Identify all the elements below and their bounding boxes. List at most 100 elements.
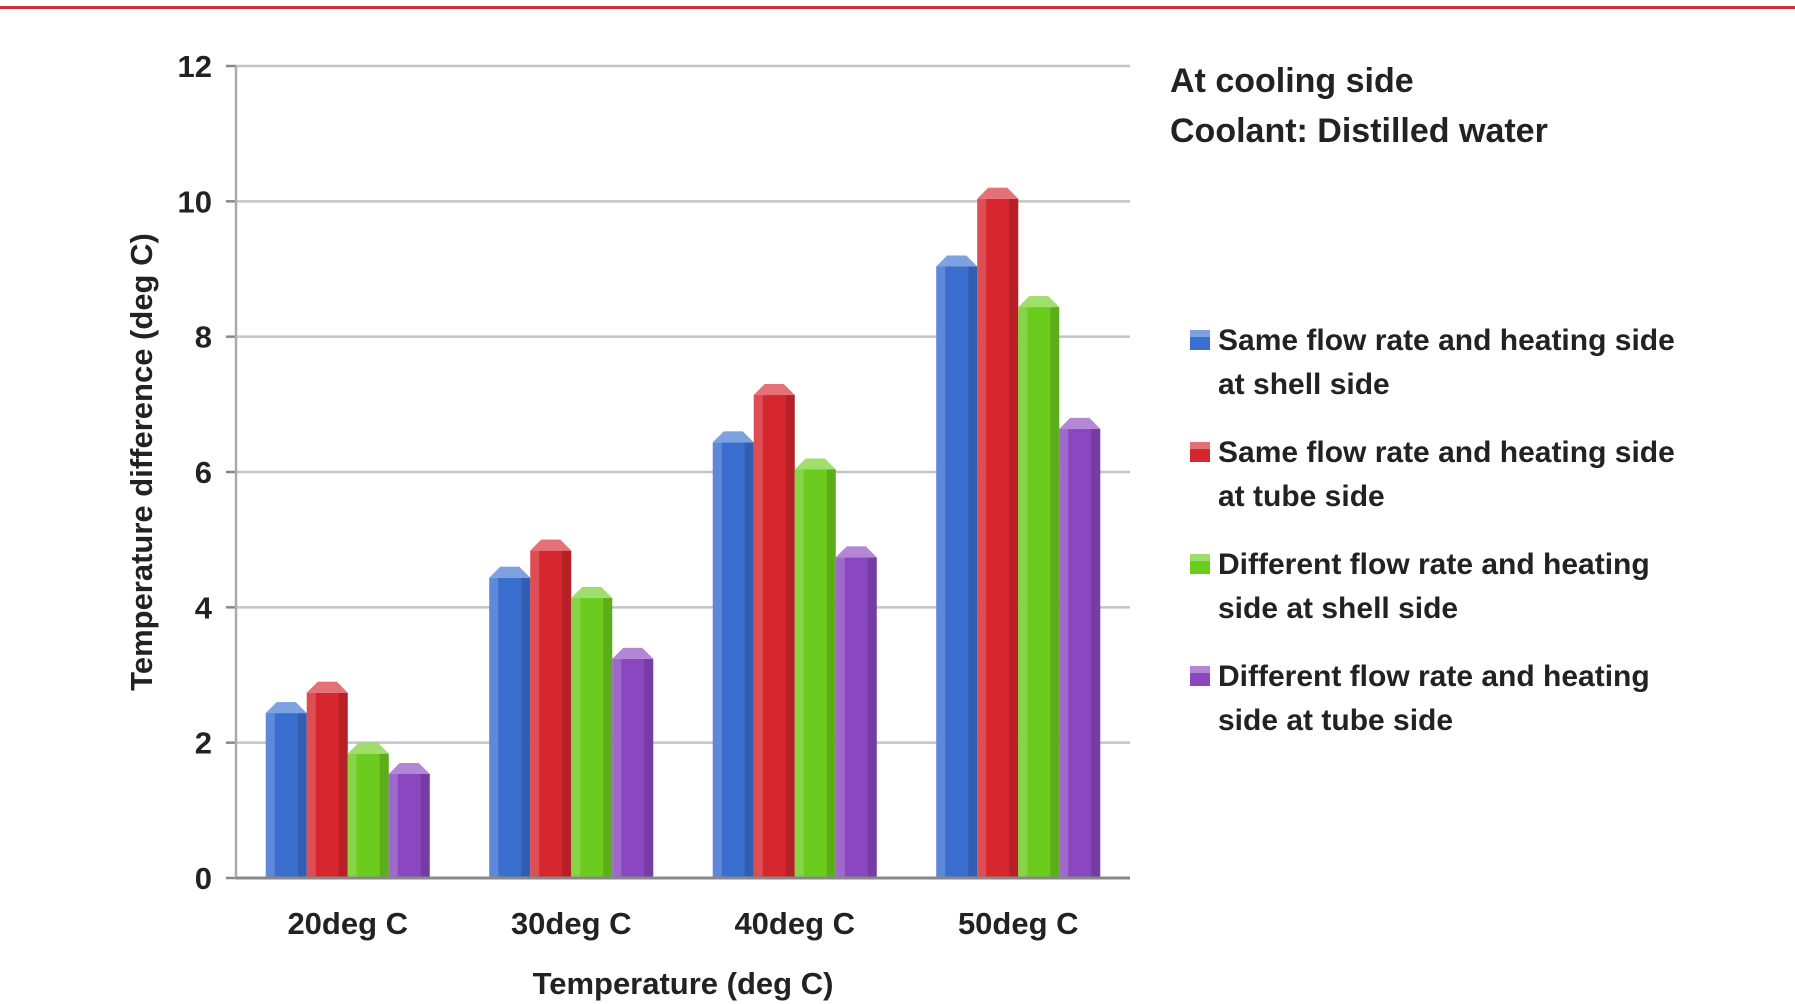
bar-1-3 xyxy=(612,647,654,878)
bar-cap-shine xyxy=(1018,296,1060,308)
bar-cap-shine xyxy=(489,566,531,578)
bar-cap xyxy=(753,384,795,396)
y-tick-labels: 0 2 4 6 8 10 12 xyxy=(178,49,213,896)
bar-1-0 xyxy=(489,566,531,878)
x-axis-title: Temperature (deg C) xyxy=(533,966,834,1001)
bar-shade xyxy=(785,395,795,878)
annotation-line: Coolant: Distilled water xyxy=(1170,112,1548,150)
bar-cap-shine xyxy=(530,539,572,551)
bar-body xyxy=(1018,307,1060,879)
bar-body xyxy=(753,395,795,878)
bar-body xyxy=(835,557,877,878)
legend-swatch xyxy=(1190,554,1210,574)
top-border-rule xyxy=(0,6,1795,9)
bar-highlight xyxy=(712,442,722,878)
bar-shade xyxy=(1009,198,1019,879)
bar-highlight xyxy=(489,577,499,878)
legend-label: Same flow rate and heating side xyxy=(1218,436,1675,469)
bar-body xyxy=(1059,428,1101,878)
bar-shade xyxy=(521,577,531,878)
y-tick-label: 8 xyxy=(195,320,212,355)
legend: Same flow rate and heating side at shell … xyxy=(1190,324,1675,737)
legend-label: side at shell side xyxy=(1218,592,1458,625)
bar-highlight xyxy=(265,713,275,878)
bar-body xyxy=(265,713,307,878)
bar-cap-shine xyxy=(835,546,877,558)
bar-highlight xyxy=(530,550,540,878)
bar-shade xyxy=(644,658,654,878)
legend-swatch xyxy=(1190,666,1210,686)
bar-cap xyxy=(936,255,978,267)
x-tick-label: 40deg C xyxy=(734,906,855,941)
bar-highlight xyxy=(347,753,357,878)
bar-highlight xyxy=(936,266,946,878)
bar-2-2 xyxy=(794,458,836,878)
bar-shade xyxy=(379,753,389,878)
bar-cap-shine xyxy=(612,647,654,659)
y-axis-title: Temperature difference (deg C) xyxy=(124,233,159,691)
bar-cap xyxy=(712,431,754,443)
legend-label: at tube side xyxy=(1218,480,1385,513)
bar-shade xyxy=(744,442,754,878)
x-tick-label: 20deg C xyxy=(287,906,408,941)
bar-1-1 xyxy=(530,539,572,878)
bar-0-1 xyxy=(306,681,348,878)
bar-highlight xyxy=(977,198,987,879)
bar-body xyxy=(936,266,978,878)
legend-label: side at tube side xyxy=(1218,704,1453,737)
legend-label: Different flow rate and heating xyxy=(1218,660,1650,693)
y-tick-label: 4 xyxy=(195,590,213,625)
bar-1-2 xyxy=(571,587,613,878)
bar-cap-shine xyxy=(753,384,795,396)
bar-3-1 xyxy=(977,187,1019,879)
bar-highlight xyxy=(1059,428,1069,878)
bar-3-3 xyxy=(1059,417,1101,878)
bar-cap-shine xyxy=(306,681,348,693)
bar-2-3 xyxy=(835,546,877,878)
bar-cap xyxy=(306,681,348,693)
annotation-block: At cooling side Coolant: Distilled water xyxy=(1170,62,1548,150)
legend-swatch-shine xyxy=(1190,442,1210,449)
bar-0-2 xyxy=(347,742,389,878)
y-tick-label: 12 xyxy=(178,49,212,84)
bar-cap-shine xyxy=(794,458,836,470)
bar-cap xyxy=(1018,296,1060,308)
y-tick-label: 10 xyxy=(178,184,212,219)
bar-shade xyxy=(968,266,978,878)
bar-highlight xyxy=(306,692,316,878)
x-tick-label: 50deg C xyxy=(958,906,1079,941)
x-tick-label: 30deg C xyxy=(511,906,632,941)
bar-shade xyxy=(562,550,572,878)
bar-2-0 xyxy=(712,431,754,878)
legend-label: Same flow rate and heating side xyxy=(1218,324,1675,357)
bar-cap-shine xyxy=(1059,417,1101,429)
bar-cap xyxy=(794,458,836,470)
y-tick-label: 0 xyxy=(195,861,212,896)
legend-swatch-shine xyxy=(1190,554,1210,561)
bar-cap xyxy=(265,702,307,714)
legend-label: Different flow rate and heating xyxy=(1218,548,1650,581)
bar-body xyxy=(388,773,430,878)
bar-shade xyxy=(603,598,613,878)
bar-body xyxy=(612,658,654,878)
bar-shade xyxy=(297,713,307,878)
legend-label: at shell side xyxy=(1218,368,1390,401)
bar-cap-shine xyxy=(388,762,430,774)
bar-body xyxy=(530,550,572,878)
bar-cap-shine xyxy=(936,255,978,267)
bar-shade xyxy=(1050,307,1060,879)
bar-highlight xyxy=(612,658,622,878)
bar-cap-shine xyxy=(571,587,613,599)
legend-swatch-shine xyxy=(1190,666,1210,673)
bar-cap-shine xyxy=(265,702,307,714)
annotation-line: At cooling side xyxy=(1170,62,1414,100)
legend-item: Different flow rate and heating side at s… xyxy=(1190,548,1650,625)
bar-cap xyxy=(489,566,531,578)
bar-cap xyxy=(530,539,572,551)
bar-3-2 xyxy=(1018,296,1060,879)
y-tick-label: 2 xyxy=(195,726,212,761)
x-tick-labels: 20deg C 30deg C 40deg C 50deg C xyxy=(287,906,1078,941)
bar-cap-shine xyxy=(712,431,754,443)
bar-shade xyxy=(826,469,836,878)
bar-cap-shine xyxy=(347,742,389,754)
